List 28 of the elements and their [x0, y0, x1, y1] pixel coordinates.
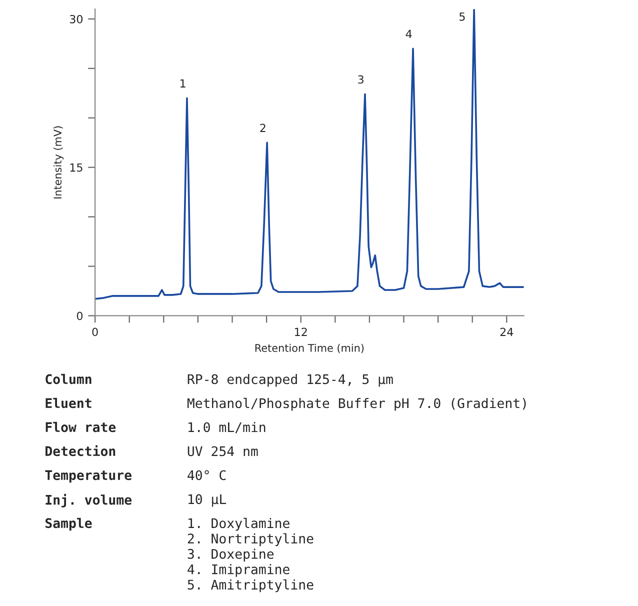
text: Temperature — [45, 470, 132, 483]
y-tick-label: 15 — [70, 163, 82, 172]
annotation: 4 — [406, 30, 412, 38]
annotation: 3 — [358, 75, 364, 84]
annotation: 1 — [180, 79, 186, 88]
annotation: 2 — [260, 124, 266, 132]
text: 40° C — [188, 470, 226, 480]
text: 1. Doxylamine 2. Nortriptyline 3. Doxepine 4. Imipramine 5. Amitriptyline — [188, 518, 314, 592]
text: Column — [46, 374, 92, 384]
text: Detection — [46, 445, 116, 456]
x-tick-label: 12 — [295, 328, 307, 336]
y-axis-title: Intensity (mV) — [53, 126, 64, 198]
text: Inj. volume — [46, 494, 132, 508]
x-axis-title: Retention Time (min) — [255, 344, 364, 354]
text: Sample — [45, 518, 92, 531]
x-tick-label: 24 — [500, 328, 514, 336]
annotation: 5 — [460, 12, 465, 21]
text: UV 254 nm — [188, 446, 258, 456]
text: Methanol/Phosphate Buffer pH 7.0 (Gradient) — [187, 398, 526, 411]
text: Flow rate — [46, 422, 116, 432]
line-series — [95, 9, 524, 300]
text: 1.0 mL/min — [188, 422, 266, 434]
y-tick-label: 30 — [70, 14, 83, 24]
text: Eluent — [46, 398, 92, 408]
x-tick-label: 0 — [92, 328, 98, 336]
text: RP-8 endcapped 125-4, 5 µm — [188, 374, 393, 387]
text: 10 µL — [188, 494, 226, 507]
y-tick-label: 0 — [76, 312, 83, 320]
